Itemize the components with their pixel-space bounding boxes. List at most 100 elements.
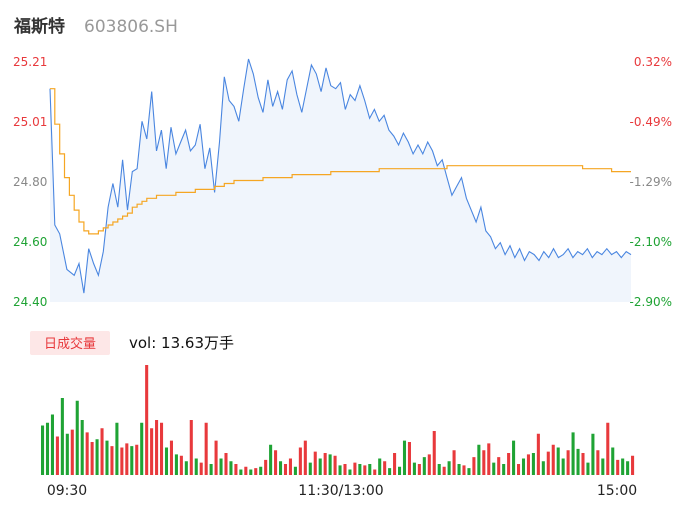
volume-bar [556, 447, 560, 475]
volume-bar [90, 442, 94, 475]
volume-badge[interactable]: 日成交量 [44, 336, 96, 352]
volume-bar [492, 462, 496, 476]
volume-bar [457, 464, 461, 475]
volume-bar [427, 454, 431, 476]
volume-bar [105, 440, 109, 476]
right-tick-label: -0.49% [630, 115, 672, 129]
volume-bar [189, 420, 193, 475]
volume-bar [249, 469, 253, 475]
volume-bar [402, 440, 407, 476]
volume-bar [100, 428, 104, 475]
volume-bar [447, 461, 451, 475]
volume-bar [80, 420, 84, 475]
volume-bar [254, 468, 258, 476]
volume-bar [571, 432, 575, 476]
volume-bar [160, 422, 164, 475]
volume-bar [616, 459, 620, 476]
volume-bar [41, 425, 45, 475]
volume-bar [422, 457, 426, 476]
volume-bar [318, 458, 322, 475]
x-tick-label: 15:00 [597, 483, 637, 499]
left-tick-label: 25.21 [13, 55, 47, 69]
volume-bar [363, 465, 367, 476]
volume-bar [145, 365, 149, 475]
volume-bar [264, 459, 268, 476]
volume-bar [174, 454, 178, 476]
volume-bar [120, 447, 124, 475]
volume-bar [234, 464, 238, 475]
volume-bar [214, 440, 218, 476]
volume-bar [591, 433, 595, 475]
volume-bar [130, 446, 134, 476]
volume-bar [566, 450, 570, 475]
price-panel: 25.21 25.01 24.80 24.60 24.40 0.32% -0.49% -1.… [13, 55, 672, 309]
volume-bar [279, 461, 283, 475]
volume-bar [140, 422, 144, 475]
volume-bar [229, 461, 233, 475]
volume-bar [502, 464, 506, 475]
volume-bar [621, 458, 625, 475]
volume-badge-background [30, 331, 110, 355]
volume-bar [333, 455, 337, 475]
volume-bar [611, 447, 615, 475]
volume-bar [55, 436, 59, 475]
volume-bar [541, 461, 545, 475]
volume-bar [512, 440, 516, 476]
volume-bar [561, 458, 565, 475]
volume-bar [209, 464, 213, 475]
volume-bar [110, 446, 114, 476]
volume-bar [274, 450, 278, 475]
volume-bar [125, 443, 129, 475]
volume-bar [407, 442, 411, 475]
volume-bar [626, 461, 630, 475]
price-line [49, 58, 632, 294]
volume-bar [155, 420, 159, 475]
left-tick-label: 24.40 [13, 295, 47, 309]
volume-bar [358, 464, 362, 475]
volume-bar [497, 457, 501, 476]
left-axis: 25.21 25.01 24.80 24.60 24.40 [13, 55, 47, 309]
volume-bar [338, 465, 342, 476]
left-tick-label: 24.80 [13, 175, 47, 189]
volume-bar [75, 400, 79, 475]
volume-bar [303, 440, 307, 476]
volume-bar [487, 443, 491, 475]
volume-bar [462, 465, 466, 476]
volume-bar [259, 466, 263, 475]
volume-bar [388, 468, 392, 476]
average-price-line [50, 88, 631, 235]
volume-bar [472, 457, 476, 476]
volume-bar [179, 455, 183, 475]
volume-bar [546, 451, 550, 476]
volume-bar [288, 458, 292, 475]
right-tick-label: -1.29% [630, 175, 672, 189]
volume-bar [348, 469, 352, 475]
volume-bar [601, 458, 605, 475]
right-tick-label: -2.90% [630, 295, 672, 309]
left-tick-label: 25.01 [13, 115, 47, 129]
volume-bar [308, 462, 312, 476]
volume-bar [199, 462, 203, 476]
volume-bar [323, 453, 327, 475]
volume-bar [219, 458, 223, 475]
volume-bar [368, 464, 372, 475]
volume-bar [482, 450, 486, 475]
volume-bar [184, 461, 188, 475]
volume-bar [596, 450, 600, 475]
volume-bar [239, 469, 243, 475]
volume-bar [477, 444, 481, 475]
volume-bar [224, 453, 228, 475]
volume-value: vol: 13.63万手 [129, 334, 234, 352]
volume-bar [45, 422, 50, 475]
volume-bar [378, 458, 382, 475]
volume-bar [606, 422, 610, 475]
x-axis: 09:30 11:30/13:00 15:00 [47, 483, 637, 499]
volume-bar [507, 453, 511, 475]
volume-bar [517, 464, 521, 475]
volume-bar [65, 433, 69, 475]
volume-bar [283, 464, 288, 475]
volume-bar [313, 451, 317, 476]
volume-bar [467, 468, 471, 476]
volume-bar [204, 422, 208, 475]
volume-bar [353, 462, 357, 476]
